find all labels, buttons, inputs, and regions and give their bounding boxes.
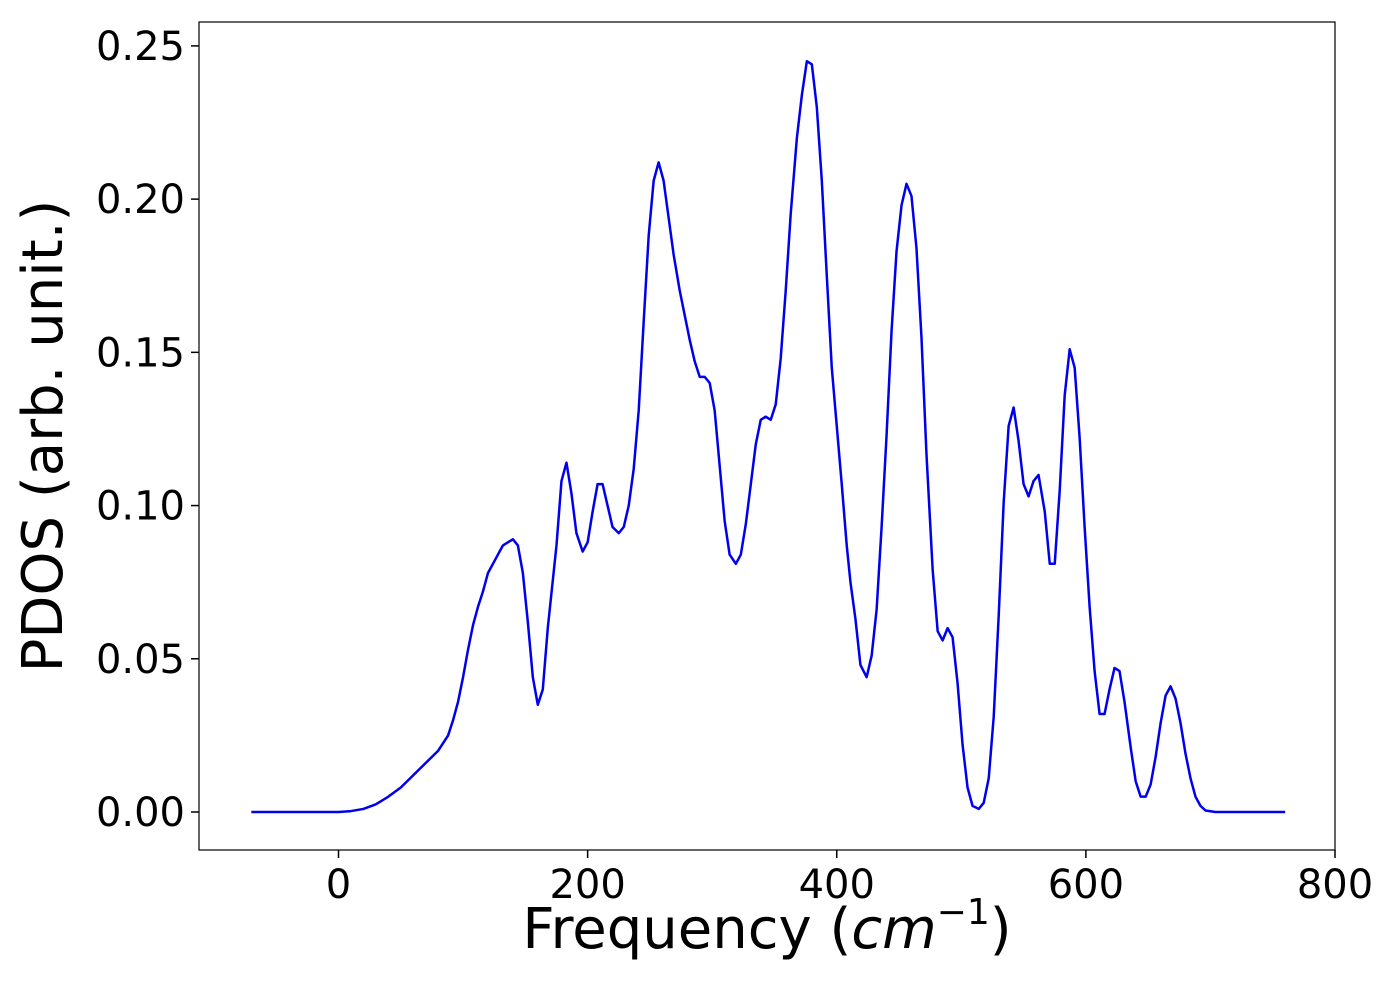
plot-frame [198, 21, 1336, 851]
y-tick-label: 0.10 [96, 484, 185, 530]
x-label-part: cm [851, 897, 936, 962]
line-series [251, 59, 1286, 814]
y-tick-label: 0.05 [96, 637, 185, 683]
y-axis-label: PDOS (arb. unit.) [11, 200, 76, 673]
x-tick-label: 600 [1048, 862, 1124, 908]
y-tick-label: 0.25 [96, 24, 185, 70]
y-tick-label: 0.00 [96, 790, 185, 836]
y-tick-label: 0.15 [96, 330, 185, 376]
x-tick-label: 400 [799, 862, 875, 908]
x-tick-label: 0 [326, 862, 351, 908]
x-tick-label: 200 [549, 862, 625, 908]
x-label-part: ) [990, 897, 1012, 962]
x-label-part: −1 [937, 892, 990, 933]
y-tick-label: 0.20 [96, 177, 185, 223]
x-axis-label: Frequency (cm−1) [522, 892, 1011, 962]
x-tick-label: 800 [1297, 862, 1373, 908]
x-label-part: Frequency ( [522, 897, 851, 962]
